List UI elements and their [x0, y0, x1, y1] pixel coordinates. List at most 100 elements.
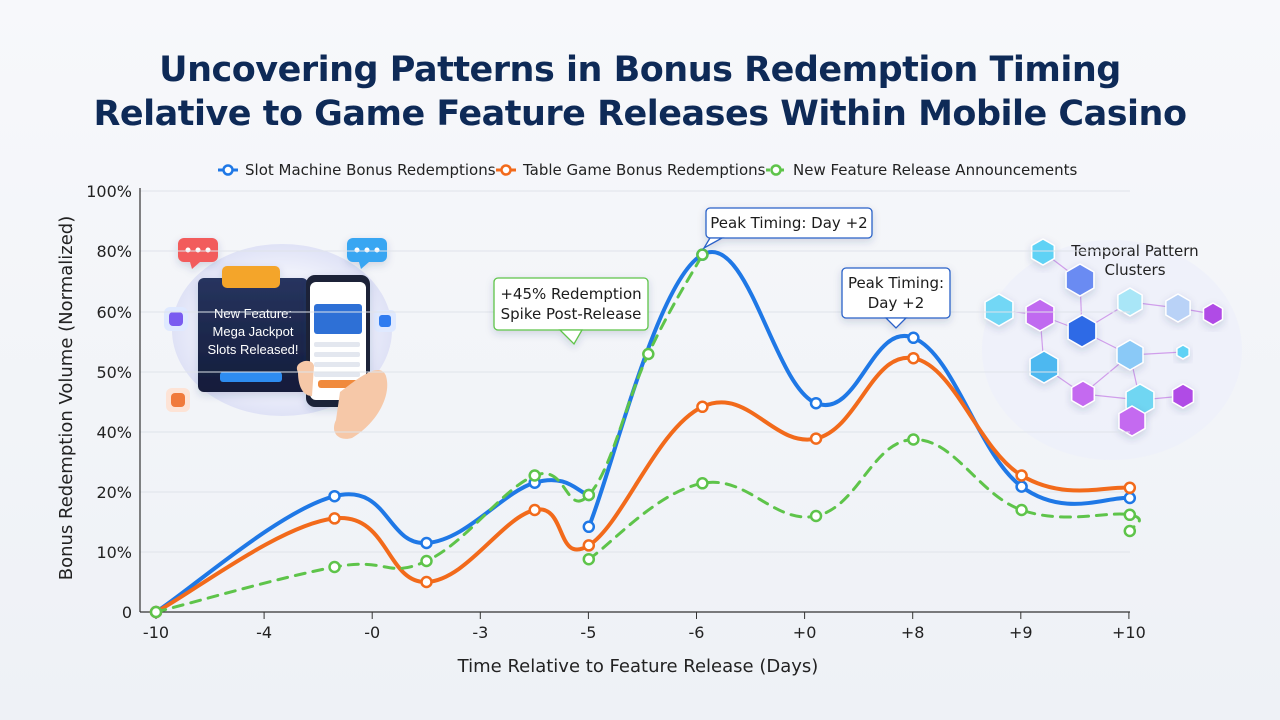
x-tick-label: +8: [901, 623, 925, 642]
phone-list-row: [314, 342, 360, 347]
bubble-dot: [205, 247, 211, 253]
chart-series: [149, 248, 1141, 619]
card-button: [220, 372, 282, 382]
data-point: [809, 432, 823, 445]
cluster-hexagon: [1029, 350, 1059, 384]
callout-text: Peak Timing: Day +2: [710, 214, 867, 232]
y-tick-label: 40%: [96, 423, 132, 442]
callout-text: Peak Timing:: [848, 274, 944, 292]
phone-list-row: [314, 362, 360, 367]
card-text: New Feature:: [214, 306, 292, 321]
x-tick-label: -3: [472, 623, 488, 642]
x-tick-label: -5: [580, 623, 596, 642]
annotation-callout: +45% Redemption Spike Post-Release: [493, 277, 649, 346]
app-icon-glyph: [379, 315, 391, 327]
chart-title-line-2: Relative to Game Feature Releases Within…: [93, 94, 1187, 134]
data-point: [642, 347, 655, 361]
data-point: [528, 469, 541, 482]
series-line: [587, 437, 1141, 561]
legend-marker: [500, 164, 512, 176]
data-point: [907, 433, 920, 446]
chart-annotations: +45% Redemption Spike Post-Release Peak Ti…: [493, 207, 951, 346]
y-tick-label: 80%: [96, 242, 132, 261]
x-tick-label: -0: [364, 623, 380, 642]
bubble-tail: [359, 262, 369, 269]
y-axis-label: Bonus Redemption Volume (Normalized): [56, 216, 77, 581]
series-line: [154, 478, 591, 614]
series-2: [149, 351, 1137, 619]
callout-pointer: [884, 317, 908, 329]
data-point: [420, 554, 433, 568]
data-point: [328, 560, 341, 574]
data-point: [1123, 524, 1137, 538]
cluster-label: Temporal Pattern: [1070, 242, 1198, 260]
data-point: [420, 575, 433, 589]
cluster-hexagon: [1067, 314, 1097, 348]
series-3: [149, 248, 1141, 619]
phone-banner: [314, 304, 362, 334]
cluster-hexagon: [1116, 339, 1144, 371]
callout-text: Day +2: [868, 294, 925, 312]
data-point: [582, 552, 596, 566]
data-point: [696, 248, 709, 261]
cluster-hexagon: [1070, 380, 1096, 408]
y-tick-label: 10%: [96, 543, 132, 562]
legend-marker: [222, 164, 234, 176]
cluster-hexagon: [1118, 405, 1146, 437]
data-point: [582, 539, 596, 552]
bubble-tail: [190, 262, 200, 269]
callout-pointer: [558, 329, 584, 346]
callout-text: Spike Post-Release: [501, 305, 642, 323]
chart-title-line-1: Uncovering Patterns in Bonus Redemption …: [159, 50, 1121, 90]
legend-label: Table Game Bonus Redemptions: [522, 161, 766, 179]
x-tick-label: -6: [689, 623, 705, 642]
x-axis-label: Time Relative to Feature Release (Days): [457, 656, 819, 677]
cluster-hexagon: [1065, 263, 1095, 297]
data-point: [582, 520, 596, 534]
data-point: [809, 396, 823, 410]
x-tick-label: +10: [1112, 623, 1146, 642]
y-tick-label: 60%: [96, 303, 132, 322]
chart-title: Uncovering Patterns in Bonus Redemption …: [0, 48, 1280, 136]
y-tick-label: 50%: [96, 363, 132, 382]
annotation-callout: Peak Timing: Day +2: [841, 267, 951, 329]
bubble-dot: [364, 247, 370, 253]
cluster-hexagon: [1165, 293, 1191, 323]
y-tick-label: 0: [122, 603, 132, 622]
data-point: [1123, 491, 1137, 505]
x-tick-label: +0: [793, 623, 817, 642]
chart-axes: 0 10% 20% 40% 50% 60% 80% 100% -10 -4 -0 -3 -5 -6 +0 +8…: [86, 182, 1146, 642]
cluster-hexagon: [1202, 302, 1224, 326]
app-icon-glyph: [171, 393, 185, 407]
data-point: [907, 331, 920, 345]
chart-legend: Slot Machine Bonus Redemptions Table Game…: [218, 161, 1077, 179]
data-point: [1123, 508, 1137, 522]
annotation-callout: Peak Timing: Day +2: [702, 207, 873, 250]
legend-label: New Feature Release Announcements: [793, 161, 1077, 179]
data-point: [907, 351, 920, 365]
y-tick-label: 100%: [86, 182, 132, 201]
data-point: [328, 489, 341, 503]
bubble-dot: [195, 247, 201, 253]
data-point: [328, 512, 341, 525]
mobile-casino-illustration: New Feature: Mega Jackpot Slots Released!: [164, 238, 396, 439]
card-body: [198, 278, 308, 392]
callout-box: [705, 207, 873, 239]
legend-marker: [770, 164, 782, 176]
bubble-dot: [185, 247, 191, 253]
data-point: [149, 605, 163, 619]
cluster-hexagon: [1025, 298, 1055, 332]
cluster-hexagon: [1117, 287, 1143, 317]
app-icon-glyph: [169, 312, 183, 326]
notification-card: New Feature: Mega Jackpot Slots Released!: [198, 266, 308, 392]
card-text: Mega Jackpot: [213, 324, 294, 339]
data-point: [582, 488, 596, 502]
cluster-hexagon: [1176, 344, 1190, 360]
bubble-dot: [354, 247, 360, 253]
cluster-hexagon: [1171, 383, 1195, 409]
callout-pointer: [702, 237, 725, 250]
x-tick-label: +9: [1009, 623, 1033, 642]
cluster-label: Clusters: [1104, 261, 1165, 279]
